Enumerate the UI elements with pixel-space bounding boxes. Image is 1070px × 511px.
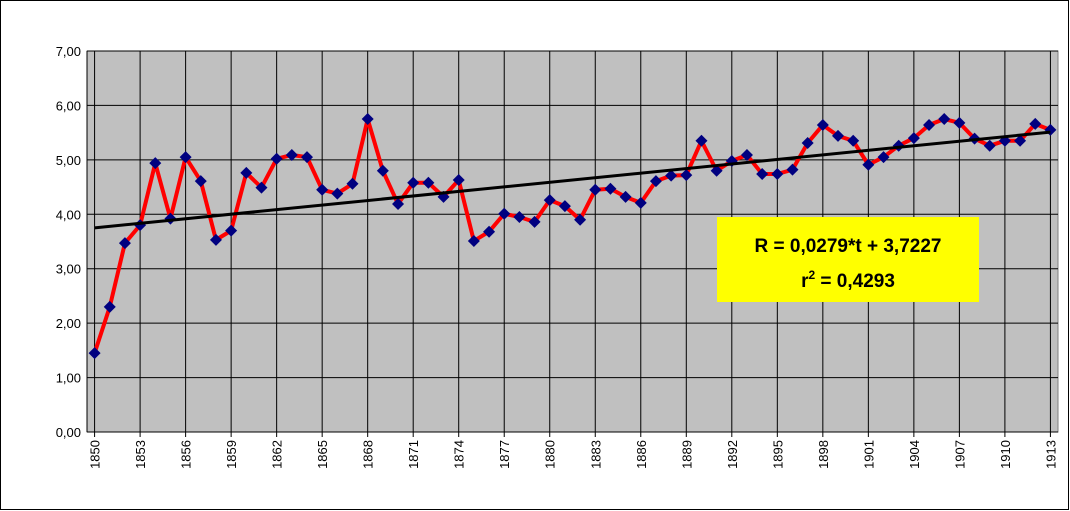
x-tick-label: 1856 [179,440,194,469]
data-point [392,197,405,210]
y-tick-label: 1,00 [56,371,81,386]
y-tick-label: 4,00 [56,207,81,222]
y-tick-label: 7,00 [56,44,81,59]
annotation-box [717,217,979,302]
data-point [209,233,222,246]
data-point [1014,134,1027,147]
data-point [407,176,420,189]
x-tick-label: 1859 [224,440,239,469]
x-tick-label: 1913 [1043,440,1058,469]
x-tick-label: 1910 [998,440,1013,469]
x-tick-label: 1868 [361,440,376,469]
data-point [649,175,662,188]
data-point [194,175,207,188]
data-point [88,347,101,360]
x-tick-label: 1877 [497,440,512,469]
data-point [270,152,283,165]
x-tick-label: 1862 [270,440,285,469]
data-line [92,117,1052,354]
data-point [771,168,784,181]
y-tick-label: 0,00 [56,425,81,440]
data-point [574,213,587,226]
data-point [452,173,465,186]
data-point [103,300,116,313]
annotation-text: r [801,271,809,292]
data-point [801,136,814,149]
data-point [558,200,571,213]
data-point [756,168,769,181]
data-point [832,129,845,142]
x-tick-label: 1871 [406,440,421,469]
data-point [240,166,253,179]
x-tick-label: 1898 [816,440,831,469]
x-tick-label: 1865 [315,440,330,469]
data-point [862,158,875,171]
data-point [300,151,313,164]
data-point [513,211,526,224]
data-point [331,187,344,200]
data-point [938,113,951,126]
data-point [619,190,632,203]
annotation-superscript: 2 [808,268,815,282]
data-point [376,164,389,177]
data-point [847,134,860,147]
x-tick-label: 1907 [952,440,967,469]
data-point [634,196,647,209]
data-point [1029,117,1042,130]
data-point [483,225,496,238]
data-point [361,113,374,126]
y-tick-label: 6,00 [56,98,81,113]
data-point [422,176,435,189]
data-point [680,169,693,182]
data-point [118,237,131,250]
data-point [983,139,996,152]
data-point [953,116,966,129]
x-tick-label: 1886 [634,440,649,469]
data-point [346,177,359,190]
data-point [740,148,753,161]
data-point [604,182,617,195]
y-tick-label: 3,00 [56,262,81,277]
data-point [528,215,541,228]
data-point [907,132,920,145]
data-point [877,151,890,164]
x-tick-label: 1853 [133,440,148,469]
data-point [467,234,480,247]
annotation-text: r2 = 0,4293 [801,268,895,292]
data-point [285,148,298,161]
data-point [255,181,268,194]
x-tick-label: 1889 [679,440,694,469]
x-tick-label: 1892 [725,440,740,469]
data-point [498,207,511,220]
x-tick-label: 1850 [88,440,103,469]
annotation-text: R = 0,0279*t + 3,7227 [755,236,942,257]
data-point [786,163,799,176]
x-tick-label: 1883 [588,440,603,469]
data-point [543,194,556,207]
x-tick-label: 1901 [861,440,876,469]
data-point [816,119,829,132]
x-tick-label: 1880 [543,440,558,469]
data-point [665,169,678,182]
data-point [923,119,936,132]
data-point [695,134,708,147]
y-tick-label: 2,00 [56,316,81,331]
trend-line [94,130,1051,230]
data-point [589,183,602,196]
data-point [149,157,162,170]
data-point [316,183,329,196]
annotation-text: = 0,4293 [815,271,895,292]
data-point [179,151,192,164]
y-tick-label: 5,00 [56,153,81,168]
data-point [225,224,238,237]
data-point [710,164,723,177]
x-tick-label: 1874 [452,440,467,469]
x-tick-label: 1904 [907,440,922,469]
x-tick-label: 1895 [770,440,785,469]
